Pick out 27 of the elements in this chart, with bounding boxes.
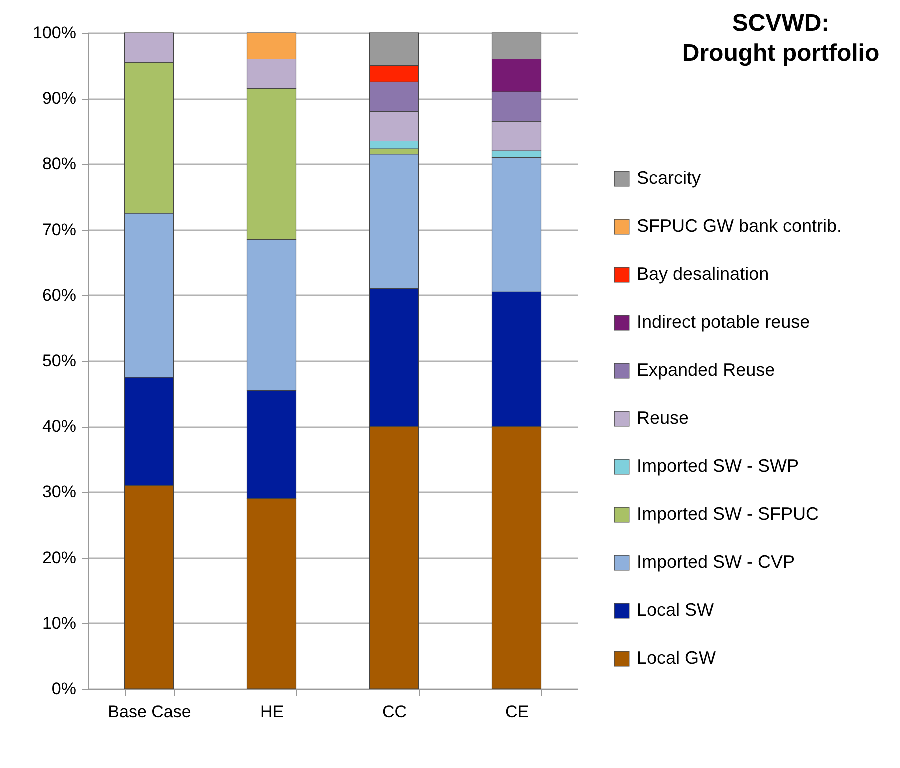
y-tick-label: 30%: [42, 482, 76, 502]
legend-label: Scarcity: [637, 168, 702, 188]
legend-label: Local SW: [637, 600, 714, 620]
x-tick-label: CE: [505, 702, 530, 722]
legend-label: Indirect potable reuse: [637, 312, 810, 332]
y-tick-label: 100%: [33, 24, 76, 42]
x-tick-label: HE: [260, 702, 284, 722]
y-tick-label: 20%: [42, 548, 76, 568]
legend-label: Reuse: [637, 408, 690, 428]
x-tick-label: CC: [382, 702, 408, 722]
legend-label: Local GW: [637, 648, 716, 668]
y-tick-label: 60%: [42, 286, 76, 305]
y-tick-label: 90%: [42, 89, 76, 108]
text: SCVWD: Drought portfolio: [682, 10, 880, 67]
legend-label: Imported SW - SFPUC: [637, 504, 820, 524]
y-tick-label: 40%: [42, 417, 76, 436]
y-tick-label: 70%: [42, 220, 76, 240]
y-tick-label: 80%: [42, 154, 76, 174]
legend-label: Imported SW - SWP: [637, 456, 800, 476]
legend-label: Bay desalination: [637, 264, 770, 284]
legend-label: Expanded Reuse: [637, 360, 776, 380]
y-tick-label: 10%: [42, 614, 76, 633]
x-tick-label: Base Case: [108, 702, 192, 722]
y-tick-label: 50%: [42, 352, 76, 370]
legend-label: Imported SW - CVP: [637, 552, 796, 572]
y-tick-label: 0%: [52, 680, 76, 698]
legend-label: SFPUC GW bank contrib.: [637, 216, 842, 236]
